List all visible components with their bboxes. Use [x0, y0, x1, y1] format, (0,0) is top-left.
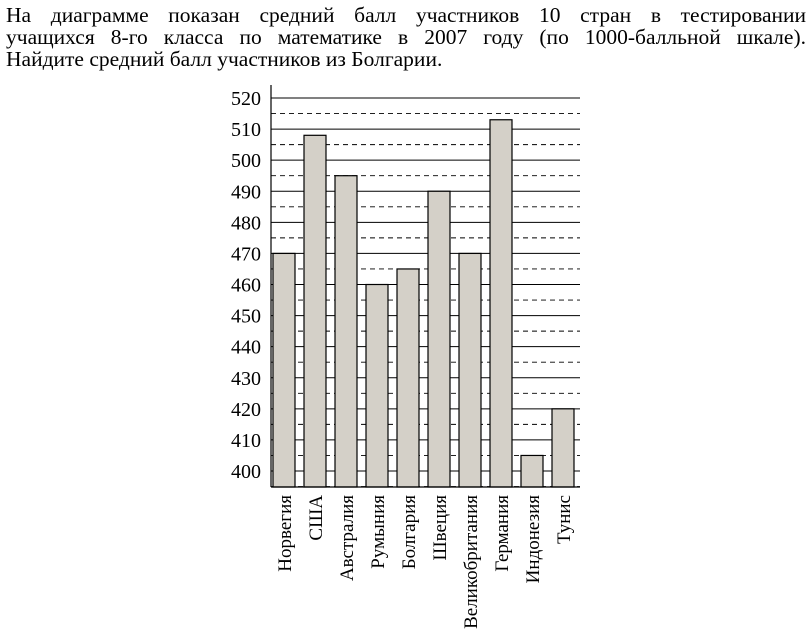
question-line-2: учащихся 8-го класса по математике в 200… [6, 25, 806, 49]
bar-5 [396, 268, 420, 488]
bars [272, 119, 575, 488]
question-text: На диаграмме показан средний балл участн… [6, 4, 806, 70]
y-tick-label: 400 [231, 461, 261, 483]
x-tick-label: Великобритания [461, 495, 482, 629]
bar-6 [427, 190, 451, 488]
bar-8 [489, 119, 513, 488]
y-tick-label: 490 [231, 181, 261, 203]
axes [270, 85, 580, 488]
bar-3 [334, 175, 358, 488]
x-tick-label: Румыния [368, 495, 389, 569]
x-tick-label: Австралия [337, 495, 358, 581]
y-tick-label: 470 [231, 243, 261, 265]
y-tick-label: 450 [231, 306, 261, 328]
bar-10 [551, 408, 575, 488]
y-tick-label: 510 [231, 119, 261, 141]
x-tick-label: Швеция [430, 495, 451, 561]
x-tick-label: Тунис [554, 495, 575, 544]
bar-2 [303, 134, 327, 488]
y-tick-label: 440 [231, 337, 261, 359]
bar-9 [520, 454, 544, 488]
y-tick-label: 480 [231, 212, 261, 234]
bar-7 [458, 252, 482, 488]
x-tick-label: США [306, 495, 327, 541]
question-line-3: Найдите средний балл участников из Болга… [6, 47, 443, 71]
bar-1 [272, 252, 296, 488]
y-tick-label: 410 [231, 430, 261, 452]
bar-4 [365, 283, 389, 488]
y-tick-label: 420 [231, 399, 261, 421]
x-tick-label: Болгария [399, 495, 420, 570]
y-tick-label: 430 [231, 368, 261, 390]
y-tick-label: 520 [231, 88, 261, 110]
x-tick-label: Индонезия [523, 495, 544, 584]
y-tick-label: 460 [231, 275, 261, 297]
x-tick-labels: Норвегия США Австралия Румыния Болгария Швеци… [275, 495, 575, 629]
y-tick-label: 500 [231, 150, 261, 172]
y-tick-labels: 400 410 420 430 440 450 460 470 480 490 500 510 520 [231, 88, 261, 483]
question-line-1: На диаграмме показан средний балл участн… [6, 3, 806, 27]
x-tick-label: Германия [492, 495, 513, 572]
x-tick-label: Норвегия [275, 495, 296, 572]
